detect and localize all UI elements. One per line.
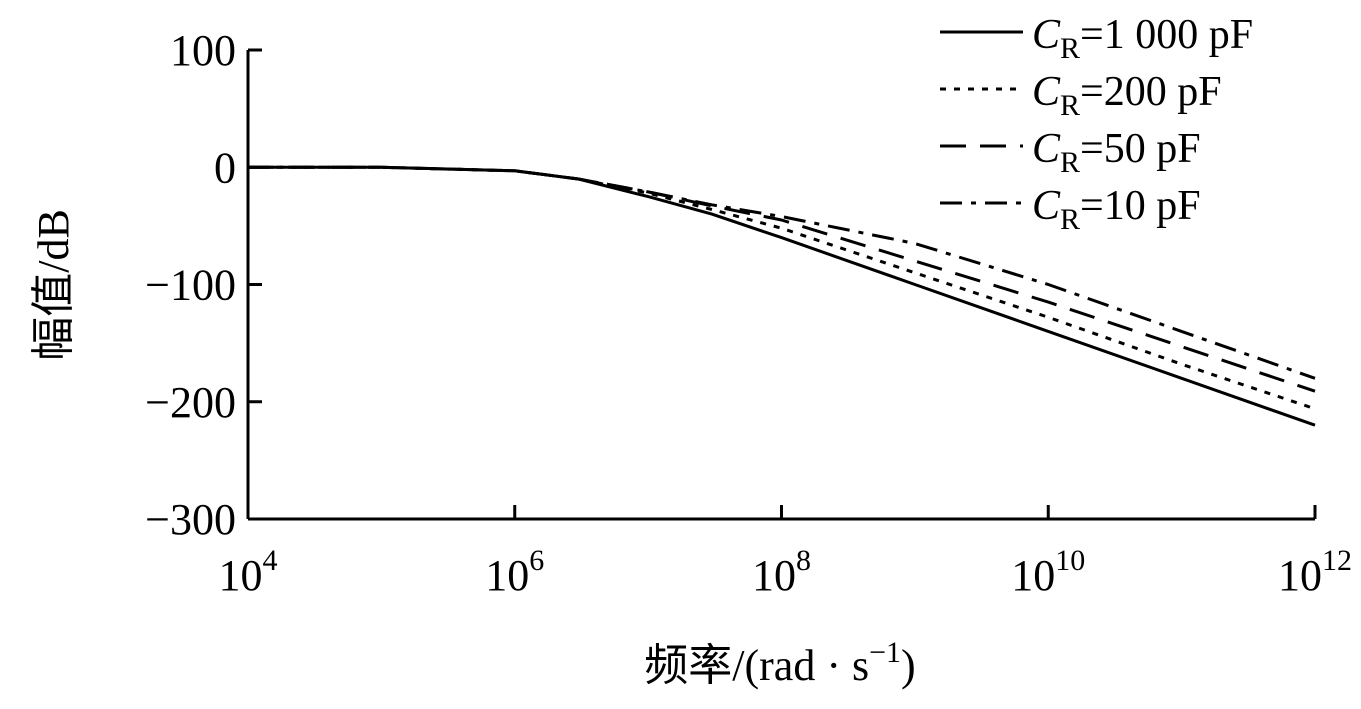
x-ticks: 104 106 108 1010 1012 [219, 505, 1352, 600]
legend-subscript: R [1060, 89, 1080, 122]
x-tick-label: 1012 [1278, 544, 1352, 600]
series-line-3 [248, 165, 1316, 393]
legend-value: =50 pF [1080, 126, 1201, 172]
x-tick-exponent: 10 [1055, 544, 1085, 577]
legend-symbol: C [1032, 69, 1061, 115]
x-tick-base: 10 [1278, 551, 1322, 600]
legend-subscript: R [1060, 146, 1080, 179]
x-tick-base: 10 [752, 551, 796, 600]
x-axis-title: 频率/(rad · s−1) [644, 636, 915, 690]
x-tick-label: 108 [752, 544, 811, 600]
series-lines [248, 165, 1316, 427]
x-tick-label: 1010 [1011, 544, 1085, 600]
x-tick-exponent: 4 [263, 544, 278, 577]
x-tick-exponent: 8 [796, 544, 811, 577]
x-tick-label: 104 [219, 544, 278, 600]
legend-value: =200 pF [1080, 69, 1222, 115]
y-tick-label: −300 [145, 495, 236, 544]
y-tick-label: −200 [145, 378, 236, 427]
x-tick-label: 106 [485, 544, 544, 600]
legend-value: =10 pF [1080, 183, 1201, 229]
y-axis-title: 幅值/dB [29, 209, 78, 361]
legend-subscript: R [1060, 32, 1080, 65]
legend-symbol: C [1032, 126, 1061, 172]
legend-label: CR=1 000 pF [1032, 12, 1253, 65]
x-tick-exponent: 6 [529, 544, 544, 577]
series-line-2 [248, 165, 1316, 411]
series-line-4 [248, 165, 1316, 380]
x-axis-title-sup: −1 [869, 636, 901, 669]
y-tick-label: 100 [170, 26, 236, 75]
y-tick-label: 0 [214, 143, 236, 192]
x-tick-base: 10 [485, 551, 529, 600]
legend-value: =1 000 pF [1080, 12, 1253, 58]
y-tick-label: −100 [145, 261, 236, 310]
axes [246, 50, 1315, 521]
x-tick-base: 10 [1011, 551, 1055, 600]
legend-symbol: C [1032, 12, 1061, 58]
x-tick-base: 10 [219, 551, 263, 600]
legend-symbol: C [1032, 183, 1061, 229]
legend-label: CR=200 pF [1032, 69, 1222, 122]
legend-subscript: R [1060, 203, 1080, 236]
y-ticks: 100 0 −100 −200 −300 [145, 26, 262, 544]
x-axis-title-close: ) [901, 641, 916, 690]
legend-label: CR=50 pF [1032, 126, 1201, 179]
x-tick-exponent: 12 [1322, 544, 1352, 577]
x-axis-title-main: 频率/(rad · s [644, 641, 869, 690]
legend-label: CR=10 pF [1032, 183, 1201, 236]
